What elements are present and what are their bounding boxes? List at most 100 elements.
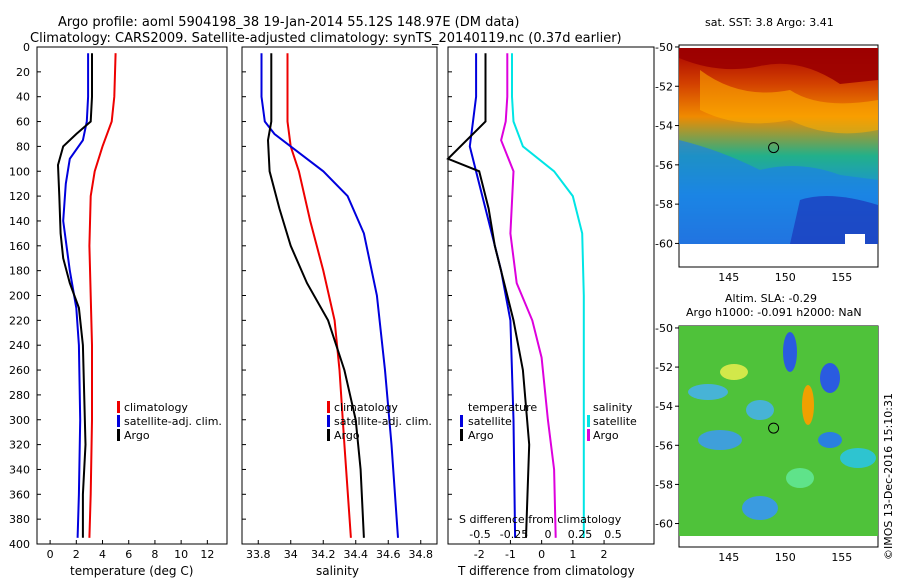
depth-tick-label: 400 xyxy=(9,538,30,551)
s-diff-tick-label: 0 xyxy=(545,528,552,541)
legend-climatology-label: climatology xyxy=(334,401,398,414)
x-tick-label: 8 xyxy=(151,548,158,561)
legend-climatology-swatch xyxy=(327,401,330,413)
legend-satellite-label: satellite-adj. clim. xyxy=(334,415,432,428)
temperature-panel xyxy=(36,46,228,545)
map-y-tick-label: -54 xyxy=(655,120,673,133)
legend-argo-swatch xyxy=(327,429,330,441)
depth-tick-label: 180 xyxy=(9,265,30,278)
map-x-tick-label: 150 xyxy=(775,271,796,284)
map-y-tick-label: -60 xyxy=(655,518,673,531)
difference-top-label: S difference from climatology xyxy=(459,513,622,526)
depth-tick-label: 300 xyxy=(9,414,30,427)
s-diff-tick-label: 0.5 xyxy=(604,528,622,541)
x-tick-label: 4 xyxy=(99,548,106,561)
s-diff-tick-label: -0.5 xyxy=(469,528,490,541)
x-tick-label: 2 xyxy=(73,548,80,561)
depth-tick-label: 40 xyxy=(16,91,30,104)
depth-tick-label: 0 xyxy=(23,41,30,54)
legend-s-satellite-label: satellite xyxy=(593,415,637,428)
sst-map xyxy=(678,44,879,268)
depth-tick-label: 140 xyxy=(9,215,30,228)
series-line xyxy=(56,53,93,538)
sla-map xyxy=(678,325,879,548)
depth-axis: 0 20 40 60 80 100 120 140 160 180 200 220 240 260 280 3… xyxy=(9,41,452,551)
x-tick-label: 33.8 xyxy=(246,548,271,561)
map-y-tick-label: -58 xyxy=(655,478,673,491)
series-line xyxy=(266,53,365,538)
sla-argo-marker xyxy=(768,422,780,434)
sla-map-axes: 145 150 155 -50 -52 -54 -56 -58 -60 xyxy=(655,322,852,564)
depth-tick-label: 80 xyxy=(16,140,30,153)
x-tick-label: 34.6 xyxy=(376,548,401,561)
x-tick-label: 34 xyxy=(284,548,298,561)
map-y-tick-label: -50 xyxy=(655,322,673,335)
x-tick-label: 10 xyxy=(174,548,188,561)
map-y-tick-label: -56 xyxy=(655,439,673,452)
x-tick-label: 34.2 xyxy=(311,548,336,561)
salinity-legend: climatology satellite-adj. clim. Argo xyxy=(327,401,432,442)
map-y-tick-label: -52 xyxy=(655,80,673,93)
sla-map-subtitle: Argo h1000: -0.091 h2000: NaN xyxy=(686,306,862,319)
series-line xyxy=(260,53,399,538)
header-line-2: Climatology: CARS2009. Satellite-adjuste… xyxy=(30,31,622,46)
legend-satellite-swatch xyxy=(327,415,330,427)
legend-argo-swatch xyxy=(117,429,120,441)
series-line xyxy=(62,53,90,538)
map-y-tick-label: -50 xyxy=(655,41,673,54)
imos-stamp: ©IMOS 13-Dec-2016 15:10:31 xyxy=(882,393,895,560)
difference-legend: temperature satellite Argo salinity sate… xyxy=(460,401,637,442)
temperature-legend: climatology satellite-adj. clim. Argo xyxy=(117,401,222,442)
sla-field xyxy=(679,326,878,536)
x-tick-label: -1 xyxy=(505,548,516,561)
series-line xyxy=(446,53,531,538)
x-tick-labels: 0 2 4 6 8 10 12 33.8 34 34.2 34.4 34.6 34.8 -2 -1 0 1 2-0… xyxy=(47,528,622,561)
x-tick-label: 1 xyxy=(569,548,576,561)
series-line xyxy=(468,53,517,538)
salinity-series xyxy=(260,53,399,538)
temperature-series xyxy=(56,53,117,538)
series-line xyxy=(500,53,557,538)
x-tick-label: 12 xyxy=(200,548,214,561)
legend-climatology-swatch xyxy=(117,401,120,413)
legend-t-satellite-swatch xyxy=(460,415,463,427)
legend-climatology-label: climatology xyxy=(124,401,188,414)
depth-tick-label: 340 xyxy=(9,463,30,476)
depth-tick-label: 200 xyxy=(9,290,30,303)
x-tick-label: 6 xyxy=(125,548,132,561)
difference-panel xyxy=(447,46,655,545)
sst-map-axes: 145 150 155 -50 -52 -54 -56 -58 -60 xyxy=(655,41,852,284)
legend-t-argo-swatch xyxy=(460,429,463,441)
sst-map-title: sat. SST: 3.8 Argo: 3.41 xyxy=(705,16,834,29)
depth-tick-label: 360 xyxy=(9,488,30,501)
depth-tick-label: 120 xyxy=(9,190,30,203)
x-tick-label: 34.4 xyxy=(344,548,369,561)
legend-salinity-title: salinity xyxy=(593,401,633,414)
map-y-tick-label: -54 xyxy=(655,400,673,413)
legend-t-satellite-label: satellite xyxy=(468,415,512,428)
depth-tick-label: 280 xyxy=(9,389,30,402)
sla-map-title: Altim. SLA: -0.29 xyxy=(725,292,817,305)
x-tick-label: 0 xyxy=(538,548,545,561)
depth-tick-label: 260 xyxy=(9,364,30,377)
map-y-tick-label: -56 xyxy=(655,159,673,172)
depth-tick-label: 380 xyxy=(9,513,30,526)
depth-tick-label: 60 xyxy=(16,116,30,129)
x-tick-label: -2 xyxy=(474,548,485,561)
series-line xyxy=(88,53,117,538)
depth-tick-label: 240 xyxy=(9,339,30,352)
s-diff-tick-label: -0.25 xyxy=(500,528,528,541)
legend-satellite-swatch xyxy=(117,415,120,427)
map-y-tick-label: -52 xyxy=(655,361,673,374)
depth-tick-label: 320 xyxy=(9,439,30,452)
map-x-tick-label: 150 xyxy=(775,551,796,564)
map-x-tick-label: 145 xyxy=(718,271,739,284)
legend-s-argo-swatch xyxy=(587,429,590,441)
series-line xyxy=(511,53,585,538)
series-line xyxy=(286,53,352,538)
x-tick-label: 34.8 xyxy=(409,548,434,561)
legend-argo-label: Argo xyxy=(124,429,150,442)
x-tick-label: 0 xyxy=(47,548,54,561)
temperature-xlabel: temperature (deg C) xyxy=(70,564,193,578)
